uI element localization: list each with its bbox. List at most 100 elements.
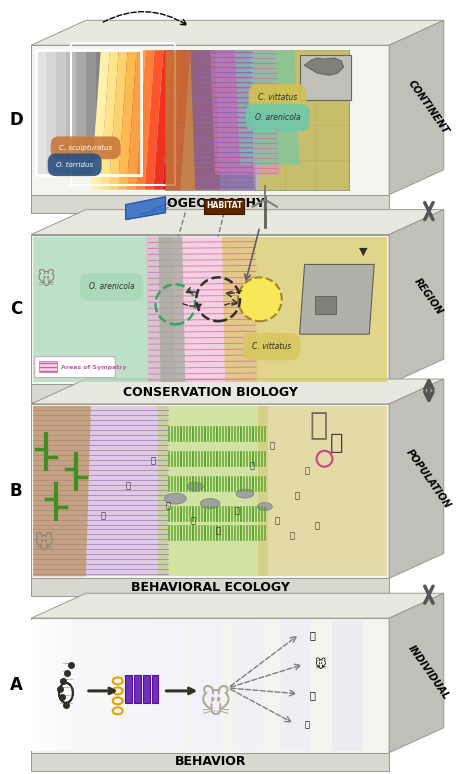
Polygon shape <box>163 50 182 190</box>
Polygon shape <box>158 406 268 577</box>
Polygon shape <box>126 50 136 175</box>
Text: BEHAVIOR: BEHAVIOR <box>174 755 246 768</box>
Text: 🦂: 🦂 <box>215 526 220 536</box>
Polygon shape <box>116 50 126 175</box>
Text: 🐭: 🐭 <box>36 270 55 289</box>
Text: 🦂: 🦂 <box>310 630 316 640</box>
Text: BIOGEOGRAPHY: BIOGEOGRAPHY <box>154 197 266 211</box>
Polygon shape <box>145 50 164 190</box>
Text: 🟡: 🟡 <box>305 721 310 730</box>
Polygon shape <box>190 50 255 190</box>
Bar <box>152 675 158 703</box>
Polygon shape <box>165 50 349 190</box>
Text: 🦂: 🦂 <box>151 457 155 466</box>
Polygon shape <box>389 379 444 578</box>
Polygon shape <box>389 593 444 752</box>
Polygon shape <box>31 384 389 402</box>
Bar <box>121 620 152 751</box>
Polygon shape <box>36 50 141 175</box>
Polygon shape <box>172 50 190 190</box>
Text: ▼: ▼ <box>359 246 368 256</box>
Text: A: A <box>10 676 23 694</box>
Text: C: C <box>10 300 22 318</box>
Text: O. arenicola: O. arenicola <box>89 283 135 291</box>
Polygon shape <box>33 406 91 577</box>
Text: 🦂: 🦂 <box>235 506 240 515</box>
Text: 🦂: 🦂 <box>190 516 195 526</box>
Polygon shape <box>258 406 387 577</box>
Polygon shape <box>300 265 374 334</box>
Polygon shape <box>96 50 106 175</box>
Polygon shape <box>136 50 155 190</box>
Text: 🐭: 🐭 <box>200 689 232 719</box>
Polygon shape <box>31 404 389 578</box>
Polygon shape <box>255 50 349 190</box>
Polygon shape <box>33 406 168 577</box>
Polygon shape <box>154 50 173 190</box>
Text: 🐭: 🐭 <box>33 533 54 553</box>
Text: 🌿: 🌿 <box>310 690 316 700</box>
Polygon shape <box>222 237 387 382</box>
Text: B: B <box>10 482 23 500</box>
Bar <box>190 620 221 751</box>
Text: CONSERVATION BIOLOGY: CONSERVATION BIOLOGY <box>123 386 298 399</box>
Polygon shape <box>31 45 389 195</box>
Bar <box>134 675 141 703</box>
Polygon shape <box>86 50 96 175</box>
Polygon shape <box>31 20 444 45</box>
Text: BEHAVIORAL ECOLOGY: BEHAVIORAL ECOLOGY <box>131 580 290 594</box>
Bar <box>31 620 62 751</box>
Bar <box>315 296 337 314</box>
Bar <box>41 620 72 751</box>
Bar <box>153 620 184 751</box>
Polygon shape <box>66 50 76 175</box>
Polygon shape <box>146 237 258 382</box>
Text: 🦂: 🦂 <box>310 411 328 440</box>
Polygon shape <box>165 50 220 190</box>
Polygon shape <box>389 20 444 195</box>
FancyBboxPatch shape <box>35 357 115 378</box>
Text: 🦂: 🦂 <box>270 442 275 450</box>
Polygon shape <box>31 752 389 771</box>
Polygon shape <box>31 379 444 404</box>
Bar <box>143 675 149 703</box>
Text: 🦂: 🦂 <box>250 462 255 471</box>
Bar <box>332 620 363 751</box>
Polygon shape <box>31 578 389 596</box>
Bar <box>233 620 264 751</box>
Text: 🦂: 🦂 <box>315 522 319 530</box>
Text: D: D <box>9 111 23 129</box>
Text: 🦂: 🦂 <box>278 333 286 348</box>
Ellipse shape <box>257 502 272 511</box>
Polygon shape <box>31 210 444 235</box>
Text: Areas of Sympatry: Areas of Sympatry <box>61 365 127 369</box>
Ellipse shape <box>164 493 186 504</box>
Bar <box>125 675 132 703</box>
Text: 🦂: 🦂 <box>165 502 171 511</box>
Text: 🦂: 🦂 <box>126 481 131 491</box>
Bar <box>34 620 64 751</box>
Polygon shape <box>31 618 389 752</box>
Polygon shape <box>56 50 66 175</box>
FancyBboxPatch shape <box>204 199 244 214</box>
Text: HABITAT: HABITAT <box>206 201 242 211</box>
Bar <box>93 620 124 751</box>
Polygon shape <box>235 50 300 165</box>
Text: C. sculpturatus: C. sculpturatus <box>59 145 112 151</box>
Polygon shape <box>46 50 56 175</box>
Text: REGION: REGION <box>412 276 445 317</box>
Polygon shape <box>210 50 280 175</box>
Ellipse shape <box>236 489 254 498</box>
Text: O. torridus: O. torridus <box>56 162 93 168</box>
Bar <box>54 620 84 751</box>
Polygon shape <box>100 50 118 190</box>
Polygon shape <box>106 50 116 175</box>
Polygon shape <box>76 50 86 175</box>
Polygon shape <box>91 50 110 190</box>
Bar <box>300 55 351 100</box>
Text: 🦂: 🦂 <box>101 512 106 521</box>
Polygon shape <box>31 235 389 384</box>
Polygon shape <box>31 593 444 618</box>
Ellipse shape <box>200 498 220 509</box>
Polygon shape <box>127 50 146 190</box>
